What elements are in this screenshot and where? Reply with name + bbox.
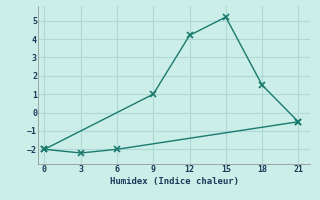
X-axis label: Humidex (Indice chaleur): Humidex (Indice chaleur)	[110, 177, 239, 186]
